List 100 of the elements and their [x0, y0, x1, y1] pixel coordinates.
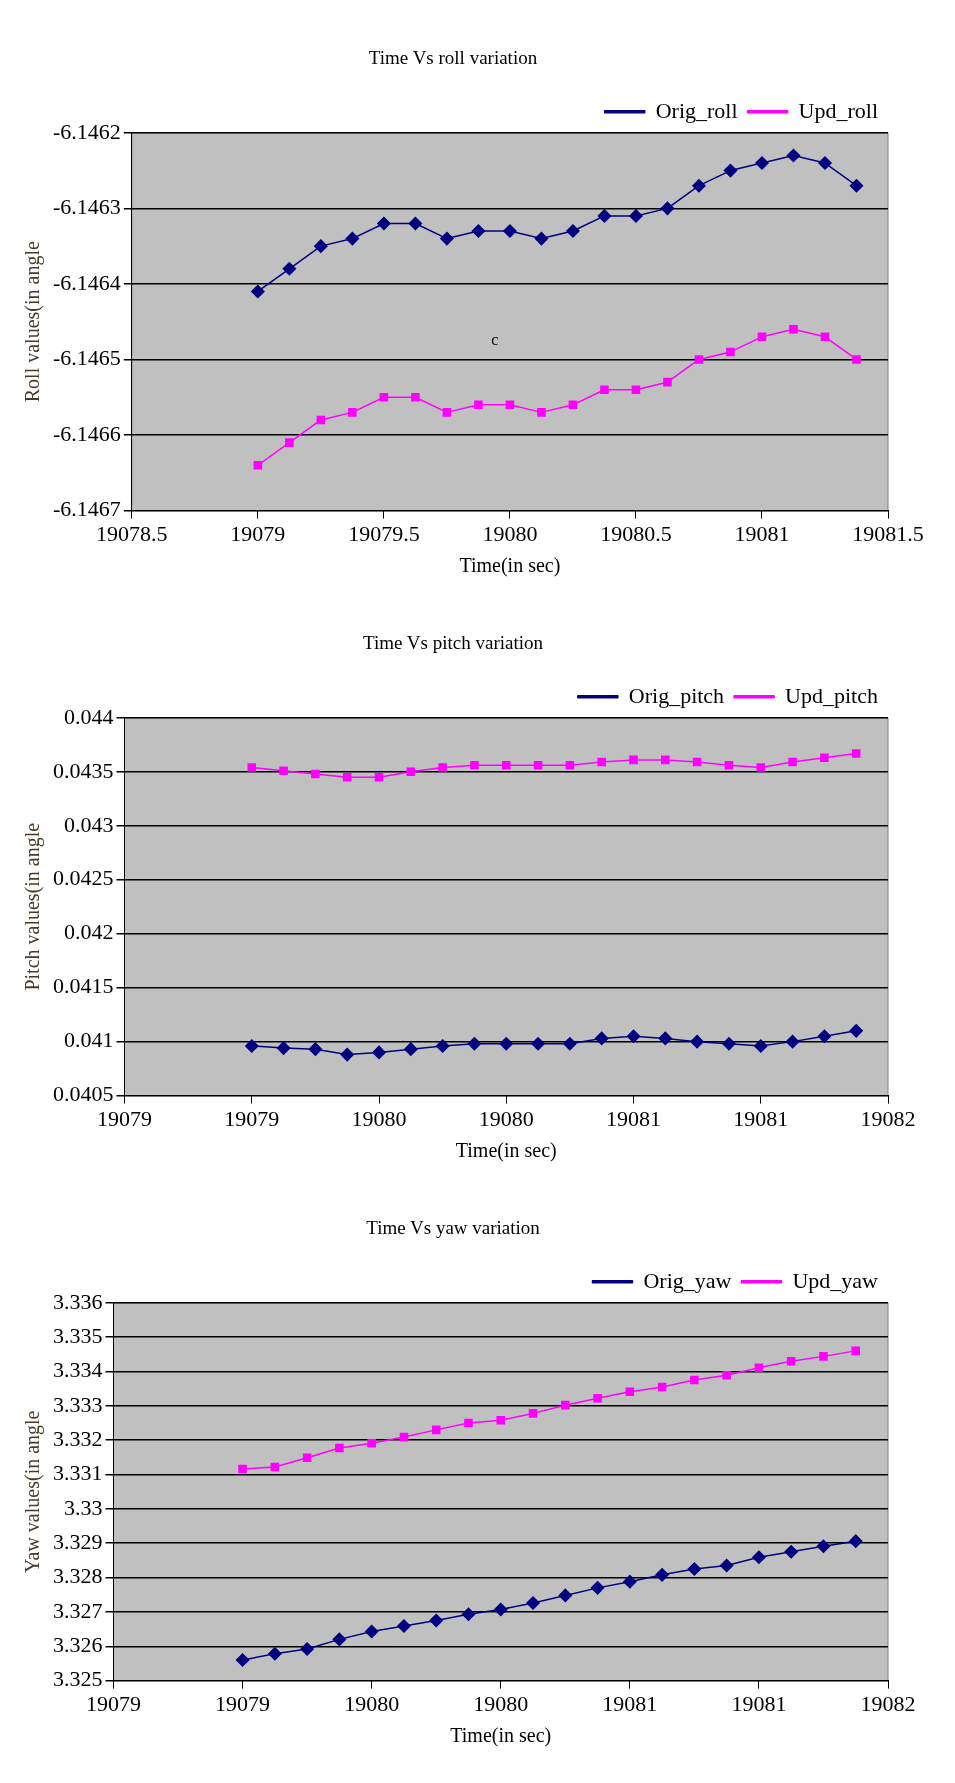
y-tick-label: -6.1465 — [53, 345, 121, 371]
point — [279, 766, 288, 775]
point — [247, 763, 257, 772]
point — [754, 1039, 768, 1053]
legend-label: Orig_pitch — [628, 682, 725, 708]
x-tick-label: 19080 — [478, 1105, 534, 1131]
y-axis-title: Roll values(in angle — [21, 241, 45, 403]
y-tick-label: 3.326 — [53, 1632, 103, 1658]
point — [690, 1375, 699, 1385]
point — [631, 385, 641, 394]
x-axis-title: Time(in sec) — [450, 1724, 552, 1748]
y-tick-label: 3.336 — [53, 1288, 103, 1314]
point — [467, 1037, 482, 1051]
point — [690, 1034, 704, 1049]
x-tick-label: 19081 — [734, 520, 790, 546]
point — [411, 392, 420, 402]
point — [496, 1415, 506, 1425]
point — [348, 408, 357, 417]
point — [755, 156, 769, 170]
point — [819, 1352, 828, 1361]
point — [276, 1041, 291, 1055]
point — [470, 761, 479, 770]
point — [625, 1387, 635, 1397]
point — [816, 1539, 831, 1554]
y-tick-label: 0.0425 — [53, 865, 114, 891]
point — [253, 460, 263, 470]
x-tick-label: 19079 — [230, 520, 286, 546]
point — [848, 1534, 863, 1548]
point — [270, 1462, 280, 1472]
x-tick-label: 19079 — [86, 1690, 141, 1716]
point — [501, 761, 511, 770]
point — [597, 757, 606, 767]
point — [397, 1619, 411, 1633]
y-tick-label: 0.0415 — [53, 973, 114, 999]
x-axis-title: Time(in sec) — [459, 554, 561, 578]
point — [726, 347, 735, 357]
point — [723, 163, 738, 178]
point — [566, 224, 580, 238]
point — [302, 1453, 312, 1462]
point — [558, 1588, 573, 1603]
y-tick-label: -6.1467 — [53, 496, 121, 522]
y-tick-label: 3.33 — [64, 1494, 103, 1520]
legend-label: Orig_roll — [655, 97, 738, 123]
point — [597, 209, 612, 223]
point — [332, 1632, 347, 1647]
point — [658, 1031, 673, 1046]
point — [533, 761, 543, 770]
x-tick-label: 19080 — [344, 1690, 400, 1716]
x-tick-label: 19081 — [606, 1105, 661, 1131]
point — [788, 757, 797, 767]
y-tick-label: -6.1463 — [53, 194, 121, 220]
point — [660, 201, 675, 216]
point — [531, 1037, 545, 1051]
point — [594, 1031, 609, 1046]
point — [300, 1642, 314, 1656]
x-tick-label: 19080.5 — [600, 520, 672, 546]
point — [364, 1624, 379, 1639]
point — [722, 1370, 731, 1380]
point — [335, 1443, 344, 1453]
point — [345, 231, 360, 246]
point — [471, 224, 486, 238]
point — [316, 415, 326, 425]
chart-title: Time Vs yaw variation — [366, 1217, 541, 1239]
point — [367, 1438, 376, 1448]
x-tick-label: 19081 — [731, 1690, 787, 1716]
x-tick-label: 19080 — [351, 1105, 407, 1131]
point — [786, 148, 801, 163]
point — [494, 1602, 508, 1617]
x-tick-label: 19081 — [733, 1105, 789, 1131]
point — [563, 1037, 577, 1051]
point — [377, 216, 391, 231]
point — [719, 1558, 734, 1573]
point — [692, 757, 702, 767]
point — [408, 216, 423, 231]
point — [623, 1574, 637, 1589]
point — [245, 1039, 259, 1053]
point — [565, 761, 575, 770]
point — [852, 355, 861, 364]
y-tick-label: 3.329 — [53, 1529, 103, 1554]
x-tick-label: 19081 — [602, 1690, 658, 1716]
point — [663, 377, 672, 387]
point — [311, 769, 320, 779]
y-tick-label: -6.1466 — [53, 420, 121, 446]
point — [431, 1425, 441, 1435]
point — [568, 400, 578, 410]
point — [820, 753, 829, 763]
x-tick-label: 19079.5 — [348, 520, 420, 546]
x-axis-title: Time(in sec) — [455, 1139, 557, 1163]
legend-label: Upd_yaw — [792, 1267, 879, 1293]
point — [629, 209, 643, 223]
y-tick-label: 3.333 — [53, 1391, 103, 1417]
point — [756, 763, 766, 772]
point — [789, 324, 798, 334]
x-tick-label: 19082 — [860, 1690, 916, 1716]
point — [534, 231, 549, 246]
point — [757, 332, 767, 342]
point — [526, 1596, 540, 1610]
point — [851, 749, 861, 758]
point — [282, 262, 297, 276]
point — [442, 408, 452, 417]
